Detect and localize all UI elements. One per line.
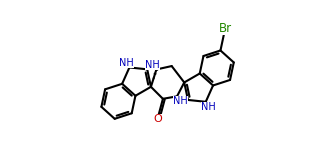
- Text: NH: NH: [173, 96, 188, 106]
- Text: Br: Br: [219, 22, 232, 35]
- Text: NH: NH: [201, 102, 216, 112]
- Text: NH: NH: [145, 60, 160, 70]
- Text: NH: NH: [119, 58, 134, 68]
- Text: O: O: [153, 114, 162, 124]
